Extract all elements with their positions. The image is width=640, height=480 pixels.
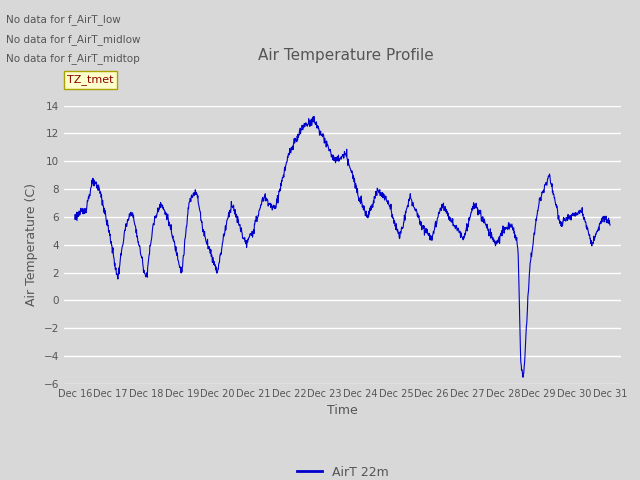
Text: No data for f_AirT_low: No data for f_AirT_low (6, 14, 121, 25)
Text: No data for f_AirT_midtop: No data for f_AirT_midtop (6, 53, 140, 64)
Text: No data for f_AirT_midlow: No data for f_AirT_midlow (6, 34, 141, 45)
Text: TZ_tmet: TZ_tmet (67, 74, 114, 85)
Y-axis label: Air Temperature (C): Air Temperature (C) (25, 183, 38, 306)
X-axis label: Time: Time (327, 405, 358, 418)
Legend: AirT 22m: AirT 22m (292, 460, 393, 480)
Text: Air Temperature Profile: Air Temperature Profile (258, 48, 433, 63)
